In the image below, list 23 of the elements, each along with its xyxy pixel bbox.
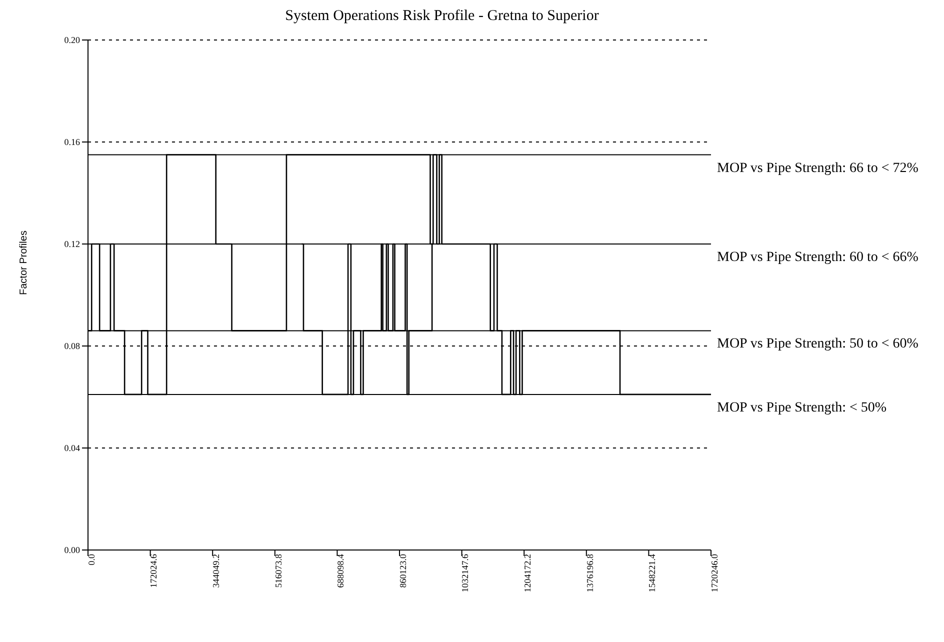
y-tick-label: 0.20 xyxy=(64,35,80,46)
y-tick-label: 0.16 xyxy=(64,137,80,148)
x-tick-label: 344049.2 xyxy=(210,554,221,588)
x-tick-label: 1720246.0 xyxy=(709,554,720,592)
y-tick-label: 0.00 xyxy=(64,545,80,556)
y-tick-label: 0.04 xyxy=(64,443,80,454)
text: MOP vs Pipe Strength: < 50% xyxy=(717,400,887,416)
x-tick-label: 1548221.4 xyxy=(647,554,658,592)
x-tick-label: 860123.0 xyxy=(398,554,408,588)
y-axis-title: Factor Profiles xyxy=(18,230,30,295)
x-tick-label: 688098.4 xyxy=(336,554,346,588)
text: MOP vs Pipe Strength: 66 to < 72% xyxy=(717,160,919,176)
x-tick-label: 172024.6 xyxy=(148,554,159,588)
y-tick-label: 0.12 xyxy=(64,239,80,250)
y-tick-label: 0.08 xyxy=(64,341,80,352)
x-tick-label: 516073.8 xyxy=(273,554,284,588)
text: MOP vs Pipe Strength: 60 to < 66% xyxy=(717,250,919,265)
x-tick-label: 1376196.8 xyxy=(584,554,595,592)
x-tick-label: 1204172.2 xyxy=(522,554,532,592)
chart-title: System Operations Risk Profile - Gretna to Superior xyxy=(284,8,600,26)
text: MOP vs Pipe Strength: 50 to < 60% xyxy=(717,336,919,352)
x-tick-label: 0.0 xyxy=(86,554,96,566)
x-tick-label: 1032147.6 xyxy=(460,554,470,592)
